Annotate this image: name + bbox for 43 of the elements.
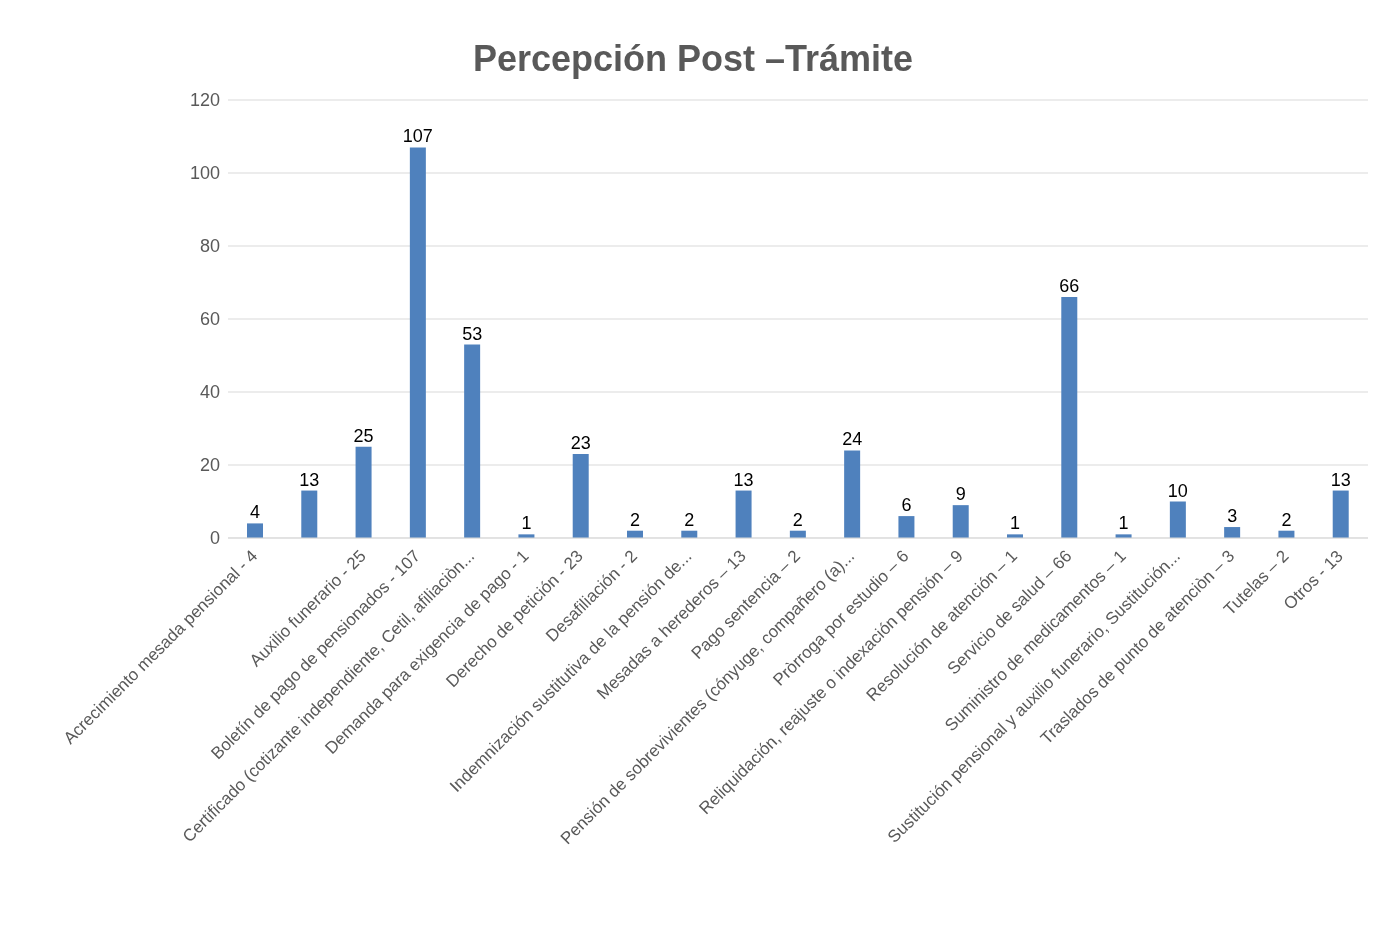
bar	[898, 516, 915, 538]
bar	[301, 490, 318, 538]
bar	[1224, 527, 1241, 538]
bar	[1061, 297, 1078, 538]
y-tick-label: 120	[189, 90, 220, 111]
data-label: 24	[842, 429, 863, 450]
data-label: 2	[684, 509, 695, 530]
data-label: 1	[1118, 513, 1129, 534]
data-label: 13	[299, 469, 320, 490]
bar	[952, 505, 969, 538]
data-label: 2	[629, 509, 641, 530]
data-label: 25	[353, 425, 374, 446]
data-label: 1	[1009, 513, 1021, 534]
data-label: 3	[1227, 506, 1238, 527]
bar	[355, 446, 372, 538]
bar	[464, 344, 481, 538]
bar	[409, 147, 426, 538]
bar	[572, 454, 589, 538]
data-label: 2	[792, 509, 803, 530]
data-label: 13	[733, 469, 754, 490]
data-label: 4	[249, 502, 261, 523]
data-label: 6	[901, 495, 912, 516]
bar	[844, 450, 861, 538]
data-label: 107	[402, 126, 433, 147]
bar	[247, 523, 263, 538]
chart-title: Percepción Post –Trámite	[471, 38, 915, 80]
data-label: 2	[1281, 509, 1292, 530]
y-tick-label: 60	[199, 309, 220, 330]
data-label: 1	[521, 513, 532, 534]
data-label: 10	[1167, 480, 1188, 501]
y-tick-label: 40	[199, 382, 220, 403]
data-label: 53	[462, 323, 483, 344]
y-tick-label: 20	[199, 455, 220, 476]
data-label: 23	[570, 433, 591, 454]
y-tick-label: 0	[209, 528, 220, 549]
data-label: 66	[1059, 276, 1080, 297]
y-tick-label: 100	[189, 163, 220, 184]
data-label: 9	[955, 484, 966, 505]
bar	[1332, 490, 1349, 538]
data-label: 13	[1330, 469, 1351, 490]
bar	[1169, 501, 1186, 538]
y-tick-label: 80	[199, 236, 220, 257]
bar	[735, 490, 752, 538]
